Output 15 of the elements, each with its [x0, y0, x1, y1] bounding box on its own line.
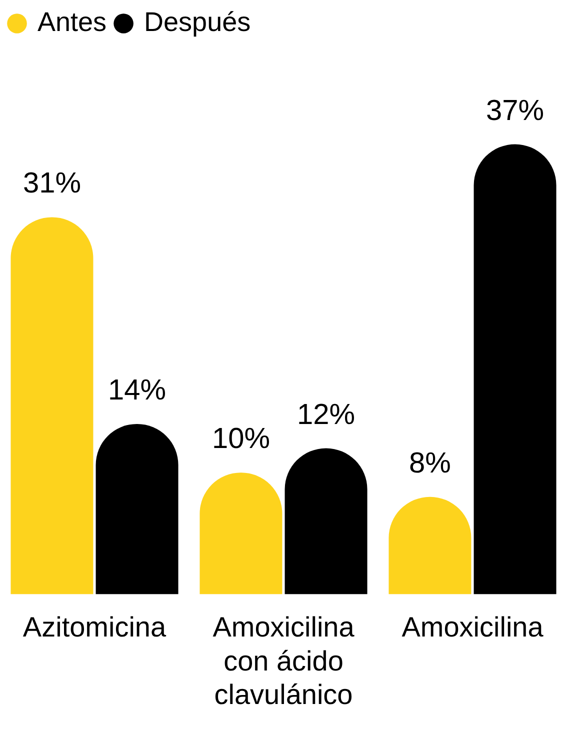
bar: [474, 144, 556, 594]
data-label: 37%: [486, 94, 544, 127]
bar: [284, 448, 368, 594]
data-label: 10%: [212, 423, 270, 456]
bar: [96, 424, 178, 594]
data-label: 12%: [297, 398, 356, 431]
data-label: 31%: [22, 168, 81, 200]
x-tick-label: Azitomicina: [22, 612, 166, 643]
x-tick-label: Amoxicilina: [402, 612, 544, 643]
legend-label: Antes: [38, 6, 107, 37]
bar: [10, 217, 94, 594]
data-label: 14%: [108, 374, 166, 406]
data-label: 8%: [409, 447, 451, 480]
x-tick-label: Amoxicilina con ácido clavulánico: [212, 612, 355, 710]
legend-label: Después: [144, 6, 251, 37]
